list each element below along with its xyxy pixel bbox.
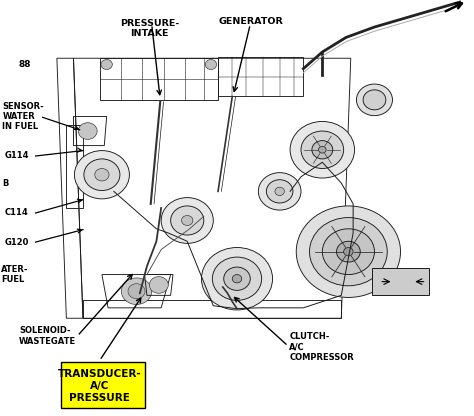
Text: G114: G114 bbox=[5, 151, 29, 161]
Circle shape bbox=[356, 84, 392, 116]
Circle shape bbox=[312, 141, 333, 159]
Text: ATER-
FUEL: ATER- FUEL bbox=[1, 265, 29, 284]
FancyBboxPatch shape bbox=[372, 268, 429, 295]
Circle shape bbox=[296, 206, 401, 297]
Circle shape bbox=[344, 248, 353, 256]
Circle shape bbox=[232, 275, 242, 283]
Circle shape bbox=[205, 59, 217, 69]
Circle shape bbox=[95, 168, 109, 181]
Circle shape bbox=[201, 248, 273, 310]
Circle shape bbox=[310, 218, 387, 286]
Text: CLUTCH-
A/C
COMPRESSOR: CLUTCH- A/C COMPRESSOR bbox=[289, 332, 354, 362]
Circle shape bbox=[301, 131, 344, 168]
Text: 88: 88 bbox=[18, 60, 30, 69]
Circle shape bbox=[212, 257, 262, 300]
Circle shape bbox=[322, 229, 374, 275]
Circle shape bbox=[290, 121, 355, 178]
Circle shape bbox=[182, 215, 193, 225]
Circle shape bbox=[275, 187, 284, 196]
Circle shape bbox=[171, 206, 204, 235]
Circle shape bbox=[121, 278, 152, 305]
Circle shape bbox=[363, 90, 386, 110]
Circle shape bbox=[258, 173, 301, 210]
Circle shape bbox=[74, 151, 129, 199]
Text: GENERATOR: GENERATOR bbox=[219, 17, 283, 26]
Circle shape bbox=[149, 277, 168, 293]
Text: G120: G120 bbox=[5, 238, 29, 247]
Text: PRESSURE-
INTAKE: PRESSURE- INTAKE bbox=[119, 19, 179, 38]
Circle shape bbox=[101, 59, 112, 69]
Circle shape bbox=[319, 146, 326, 153]
Text: C114: C114 bbox=[5, 208, 28, 218]
Text: SOLENOID-
WASTEGATE: SOLENOID- WASTEGATE bbox=[19, 327, 76, 346]
Circle shape bbox=[161, 198, 213, 243]
Circle shape bbox=[78, 123, 97, 139]
Text: TRANSDUCER-
A/C
PRESSURE: TRANSDUCER- A/C PRESSURE bbox=[58, 369, 141, 403]
Circle shape bbox=[337, 241, 360, 262]
Circle shape bbox=[266, 180, 293, 203]
FancyBboxPatch shape bbox=[61, 362, 145, 408]
Circle shape bbox=[224, 267, 250, 290]
Text: B: B bbox=[2, 178, 9, 188]
Circle shape bbox=[84, 159, 120, 191]
Circle shape bbox=[128, 284, 145, 299]
Text: SENSOR-
WATER
IN FUEL: SENSOR- WATER IN FUEL bbox=[2, 102, 44, 131]
